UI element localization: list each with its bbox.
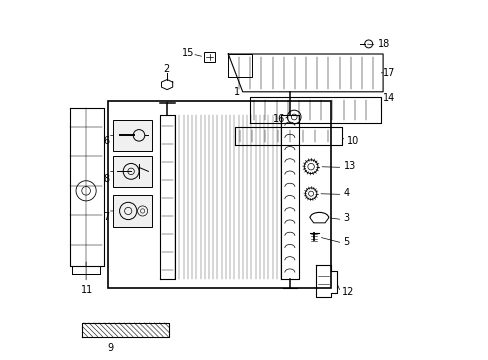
Bar — [107, 101, 330, 288]
Text: 8: 8 — [103, 174, 109, 184]
Text: 9: 9 — [107, 343, 114, 353]
Text: 18: 18 — [377, 39, 389, 49]
Text: 16: 16 — [273, 114, 285, 125]
Text: 3: 3 — [343, 213, 349, 224]
Text: 15: 15 — [181, 48, 193, 58]
Text: 1: 1 — [233, 87, 239, 98]
Text: 11: 11 — [81, 285, 93, 296]
Text: 2: 2 — [163, 64, 169, 74]
Bar — [113, 156, 152, 187]
Text: 6: 6 — [103, 136, 109, 146]
Text: 13: 13 — [343, 161, 355, 171]
Text: 7: 7 — [103, 212, 109, 222]
Text: 14: 14 — [382, 93, 394, 103]
Text: 5: 5 — [343, 237, 349, 247]
Bar — [113, 120, 152, 151]
Bar — [113, 195, 152, 227]
Text: 10: 10 — [346, 136, 359, 146]
Text: 12: 12 — [341, 287, 353, 297]
Text: 4: 4 — [343, 188, 349, 198]
Text: 17: 17 — [382, 68, 395, 78]
Bar — [204, 52, 215, 62]
